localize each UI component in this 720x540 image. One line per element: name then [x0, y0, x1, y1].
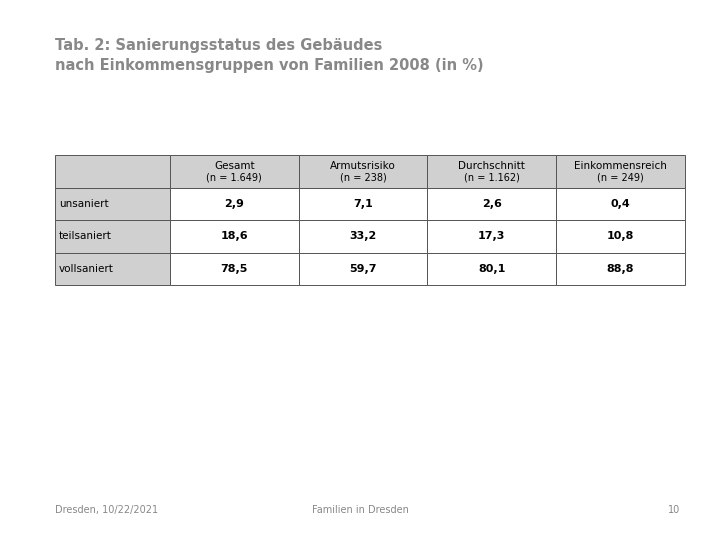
Text: 10: 10 [667, 505, 680, 515]
Text: 78,5: 78,5 [220, 264, 248, 274]
Text: 80,1: 80,1 [478, 264, 505, 274]
Bar [299, 253, 428, 285]
Text: 0,4: 0,4 [611, 199, 631, 209]
Text: Einkommensreich: Einkommensreich [574, 161, 667, 171]
Bar [428, 187, 557, 220]
Bar [428, 253, 557, 285]
Bar [299, 155, 428, 187]
Bar [170, 155, 299, 187]
Text: Familien in Dresden: Familien in Dresden [312, 505, 408, 515]
Text: (n = 1.649): (n = 1.649) [207, 172, 262, 182]
Bar [55, 220, 170, 253]
Text: 59,7: 59,7 [349, 264, 377, 274]
Bar [557, 187, 685, 220]
Text: (n = 238): (n = 238) [340, 172, 387, 182]
Text: unsaniert: unsaniert [59, 199, 109, 209]
Text: 18,6: 18,6 [220, 231, 248, 241]
Text: Armutsrisiko: Armutsrisiko [330, 161, 396, 171]
Text: Dresden, 10/22/2021: Dresden, 10/22/2021 [55, 505, 158, 515]
Bar [55, 155, 170, 187]
Bar [557, 155, 685, 187]
Text: 88,8: 88,8 [607, 264, 634, 274]
Bar [55, 253, 170, 285]
Bar [428, 155, 557, 187]
Bar [55, 187, 170, 220]
Text: 2,6: 2,6 [482, 199, 502, 209]
Text: (n = 249): (n = 249) [597, 172, 644, 182]
Text: Gesamt: Gesamt [214, 161, 255, 171]
Bar [299, 187, 428, 220]
Text: 7,1: 7,1 [354, 199, 373, 209]
Bar [170, 253, 299, 285]
Text: Tab. 2: Sanierungsstatus des Gebäudes: Tab. 2: Sanierungsstatus des Gebäudes [55, 38, 382, 53]
Text: vollsaniert: vollsaniert [59, 264, 114, 274]
Bar [170, 220, 299, 253]
Text: 2,9: 2,9 [225, 199, 244, 209]
Text: teilsaniert: teilsaniert [59, 231, 112, 241]
Bar [170, 187, 299, 220]
Text: 33,2: 33,2 [349, 231, 377, 241]
Bar [299, 220, 428, 253]
Bar [557, 220, 685, 253]
Bar [428, 220, 557, 253]
Text: (n = 1.162): (n = 1.162) [464, 172, 520, 182]
Text: 17,3: 17,3 [478, 231, 505, 241]
Text: Durchschnitt: Durchschnitt [459, 161, 526, 171]
Text: 10,8: 10,8 [607, 231, 634, 241]
Bar [557, 253, 685, 285]
Text: nach Einkommensgruppen von Familien 2008 (in %): nach Einkommensgruppen von Familien 2008… [55, 58, 484, 73]
